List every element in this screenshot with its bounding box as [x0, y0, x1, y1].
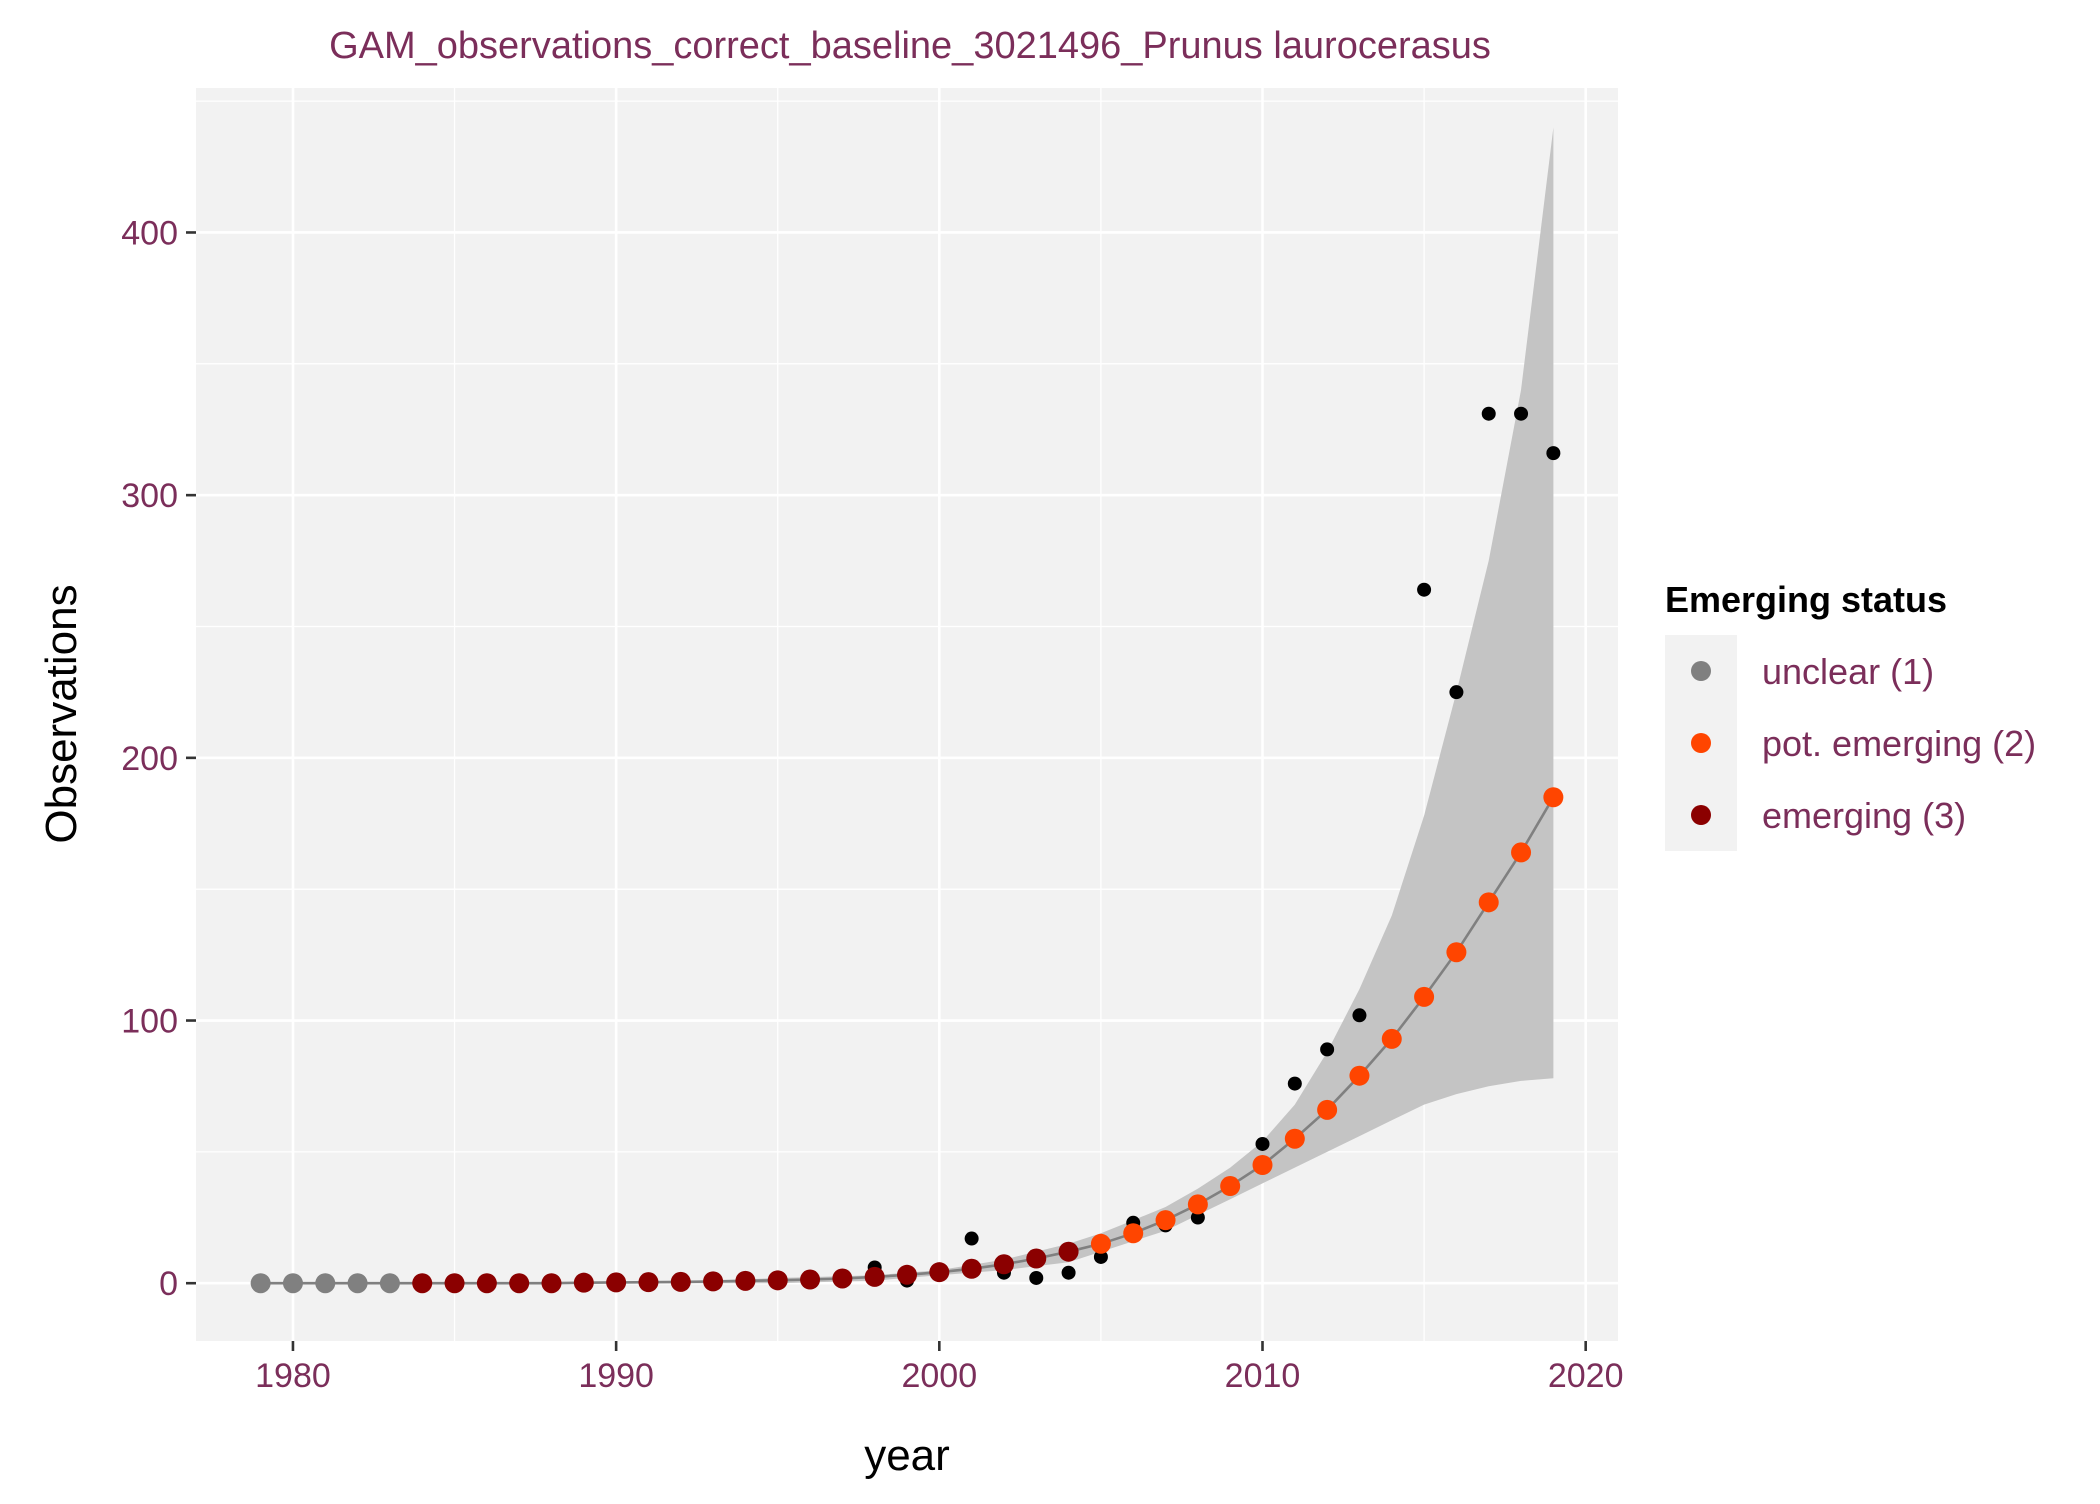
fitted-point: [1220, 1176, 1241, 1197]
legend-entry-label: unclear (1): [1762, 651, 1934, 692]
plot-panel: [196, 88, 1618, 1341]
fitted-point: [573, 1272, 594, 1293]
observation-point: [1546, 446, 1561, 461]
y-tick-label: 100: [121, 1003, 178, 1041]
observation-point: [964, 1231, 979, 1246]
fitted-point: [1446, 942, 1467, 963]
minor-gridlines: [196, 88, 1618, 1341]
fitted-point: [315, 1273, 336, 1294]
fitted-point: [1155, 1210, 1176, 1231]
fitted-point: [1187, 1194, 1208, 1215]
fitted-point: [1511, 842, 1532, 863]
fitted-point: [993, 1254, 1014, 1275]
observation-point: [1514, 406, 1529, 421]
observation-point: [1029, 1270, 1044, 1285]
fitted-point: [897, 1264, 917, 1285]
legend-key-dot: [1691, 661, 1711, 681]
legend-entry-label: emerging (3): [1762, 795, 1966, 836]
fitted-point: [638, 1272, 659, 1293]
legend-entries: unclear (1) pot. emerging (2) emerging (3): [1691, 651, 2036, 836]
fitted-point: [379, 1273, 400, 1294]
observation-point: [1352, 1008, 1367, 1023]
fitted-point: [1090, 1233, 1111, 1254]
x-axis-title: year: [864, 1431, 950, 1480]
fitted-point: [864, 1266, 885, 1287]
y-axis-ticks: 0 100 200 300 400: [121, 214, 196, 1303]
fitted-point: [282, 1273, 303, 1294]
y-tick-label: 200: [121, 740, 178, 778]
fitted-point: [509, 1273, 530, 1294]
fitted-point: [832, 1268, 853, 1289]
observation-point: [1320, 1042, 1335, 1057]
fitted-point: [1381, 1028, 1402, 1049]
fitted-point: [1478, 892, 1499, 913]
fitted-point: [541, 1273, 562, 1294]
legend-title: Emerging status: [1665, 579, 1947, 620]
observation-point: [1449, 685, 1464, 700]
observation-point: [1061, 1265, 1076, 1280]
legend-key-dot: [1691, 805, 1711, 825]
fitted-point: [1026, 1248, 1047, 1269]
chart-title: GAM_observations_correct_baseline_302149…: [329, 25, 1491, 67]
y-tick-label: 300: [121, 477, 178, 515]
x-tick-label: 2010: [1225, 1357, 1301, 1395]
fitted-status-points: [250, 787, 1564, 1294]
fitted-point: [606, 1272, 627, 1293]
observation-point: [1417, 582, 1432, 597]
fitted-point: [670, 1271, 691, 1292]
observation-point: [1190, 1210, 1205, 1225]
fitted-point: [961, 1258, 982, 1279]
fitted-point: [800, 1269, 821, 1290]
fitted-point: [1317, 1099, 1338, 1120]
fitted-point: [1414, 986, 1435, 1007]
legend-entry-label: pot. emerging (2): [1762, 723, 2036, 764]
fitted-point: [347, 1273, 368, 1294]
x-tick-label: 2020: [1548, 1357, 1624, 1395]
x-axis-ticks: 1980 1990 2000 2010 2020: [255, 1341, 1624, 1395]
observation-point: [1481, 406, 1496, 421]
fitted-point: [1252, 1155, 1273, 1176]
x-tick-label: 2000: [901, 1357, 977, 1395]
legend-key-dot: [1691, 733, 1711, 753]
observation-point: [1093, 1249, 1108, 1264]
fitted-point: [1123, 1223, 1144, 1244]
fitted-point: [412, 1273, 433, 1294]
fitted-point: [1284, 1128, 1305, 1149]
y-axis-title: Observations: [37, 584, 86, 843]
fitted-point: [250, 1273, 271, 1294]
fitted-point: [1543, 787, 1564, 808]
fitted-point: [1058, 1241, 1079, 1262]
fitted-point: [735, 1270, 756, 1291]
fitted-point: [476, 1273, 497, 1294]
major-gridlines: [196, 88, 1618, 1341]
fitted-point: [767, 1270, 788, 1291]
x-tick-label: 1990: [578, 1357, 654, 1395]
fitted-point: [929, 1262, 950, 1283]
fitted-point: [1349, 1065, 1370, 1086]
y-tick-label: 400: [121, 214, 178, 252]
observation-point: [1255, 1136, 1270, 1151]
fitted-point: [444, 1273, 465, 1294]
legend: Emerging status unclear (1) pot. emerging…: [1665, 579, 2036, 851]
fitted-point: [703, 1271, 724, 1292]
x-tick-label: 1980: [255, 1357, 331, 1395]
y-tick-label: 0: [159, 1265, 178, 1303]
observation-point: [1287, 1076, 1302, 1091]
